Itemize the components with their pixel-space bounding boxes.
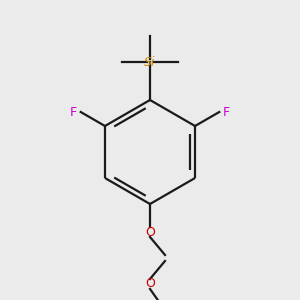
- Text: O: O: [145, 278, 155, 290]
- Text: O: O: [145, 226, 155, 238]
- Text: Si: Si: [144, 56, 156, 68]
- Text: F: F: [70, 106, 77, 118]
- Text: F: F: [223, 106, 230, 118]
